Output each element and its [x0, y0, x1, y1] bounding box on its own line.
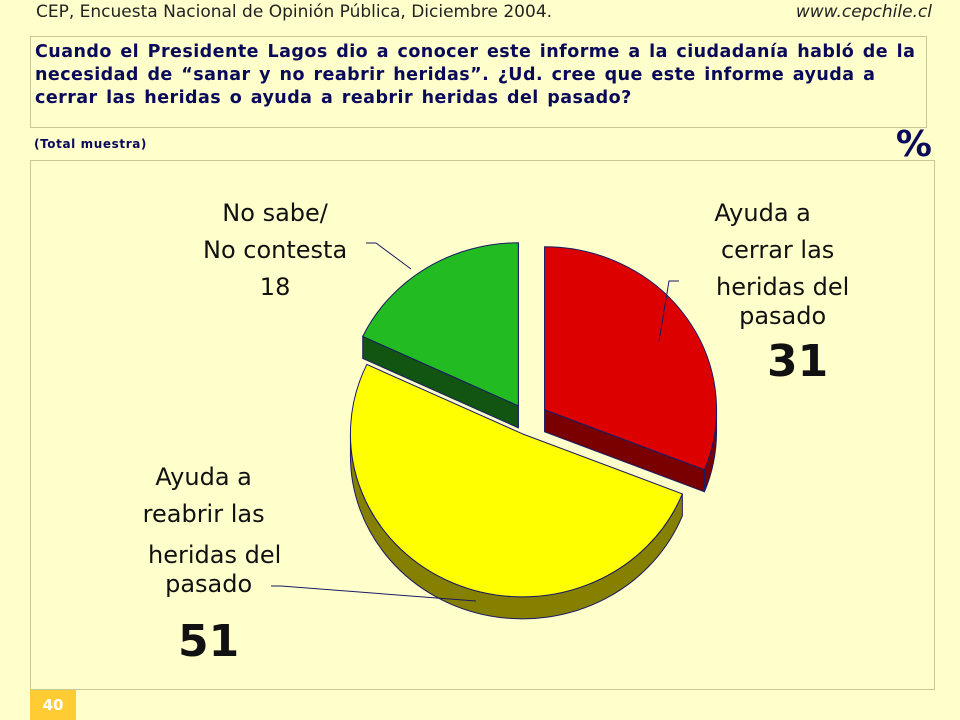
- question-text: Cuando el Presidente Lagos dio a conocer…: [35, 42, 916, 108]
- question-box: Cuando el Presidente Lagos dio a conocer…: [30, 36, 927, 128]
- website-link[interactable]: www.cepchile.cl: [795, 2, 932, 22]
- chart-area: Ayuda a cerrar las heridas del pasado 31…: [30, 160, 935, 690]
- source-caption: CEP, Encuesta Nacional de Opinión Públic…: [36, 2, 553, 22]
- pie-chart: [271, 242, 718, 620]
- slice-label-nosabe: No sabe/ No contesta 18: [203, 195, 347, 306]
- pie-slice-top-cerrar: [544, 246, 718, 471]
- leader-line-reabrir: [271, 585, 477, 602]
- slice-label-cerrar: Ayuda a cerrar las heridas del pasado 31: [676, 195, 849, 389]
- slice-label-reabrir-line-2: reabrir las: [142, 500, 265, 528]
- slice-value-nosabe: 18: [259, 273, 291, 301]
- slice-label-cerrar-line-4: pasado: [739, 302, 827, 330]
- leader-line-cerrar: [658, 280, 679, 342]
- slice-label-reabrir: Ayuda a reabrir las heridas del pasado 5…: [136, 459, 282, 669]
- percent-unit: %: [895, 124, 932, 165]
- slice-label-cerrar-line-1: Ayuda a: [714, 199, 811, 227]
- slice-label-reabrir-line-1: Ayuda a: [155, 463, 252, 491]
- pie-slice-nosabe: [362, 242, 519, 429]
- pie-slice-cerrar: [544, 246, 718, 493]
- page-number: 40: [30, 690, 76, 720]
- slice-label-cerrar-line-2: cerrar las: [720, 236, 835, 264]
- sample-subtitle: (Total muestra): [34, 137, 148, 151]
- slice-label-nosabe-line-2: No contesta: [203, 236, 348, 264]
- slice-label-nosabe-line-1: No sabe/: [222, 199, 328, 227]
- pie-slice-top-reabrir: [349, 363, 684, 598]
- slice-value-cerrar: 31: [767, 336, 829, 387]
- slice-label-cerrar-line-3: heridas del: [716, 273, 850, 301]
- slice-value-reabrir: 51: [178, 616, 240, 667]
- leader-line-nosabe: [366, 242, 412, 270]
- slice-label-reabrir-line-4: pasado: [165, 570, 253, 598]
- pie-slice-top-nosabe: [362, 242, 519, 407]
- slice-label-reabrir-line-3: heridas del: [148, 541, 282, 569]
- pie-slice-reabrir: [349, 363, 684, 620]
